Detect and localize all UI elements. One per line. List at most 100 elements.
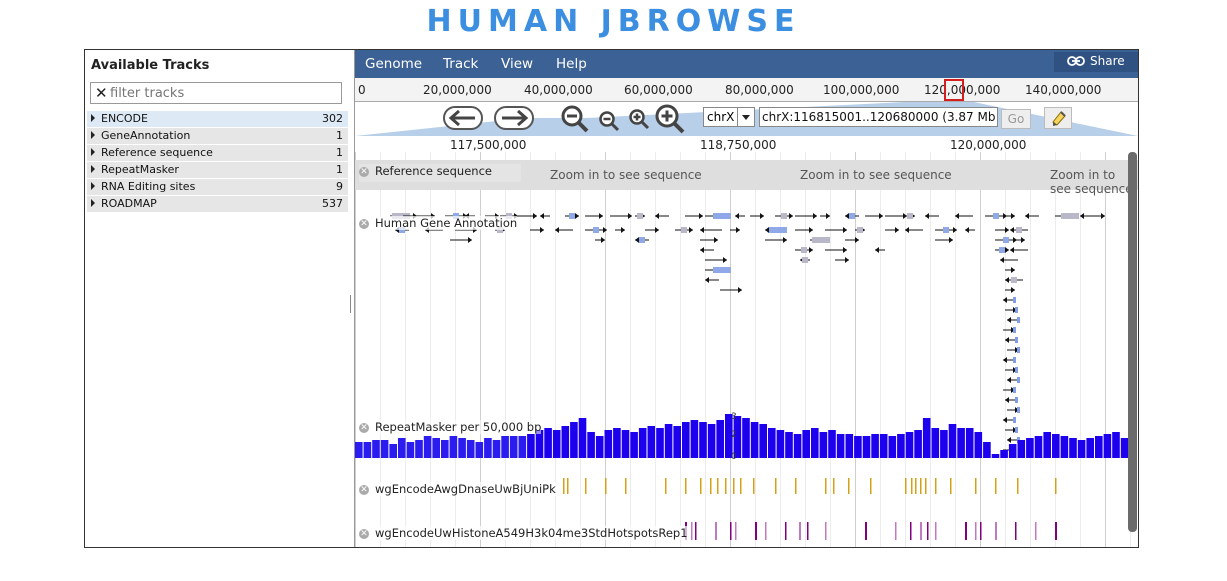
dnase-peak <box>733 478 735 494</box>
gene-exon <box>639 237 645 243</box>
histone-peak <box>865 522 867 540</box>
dnase-peak <box>563 478 565 494</box>
dnase-peak <box>710 478 712 494</box>
gene-arrow <box>705 277 709 283</box>
category-list: ENCODE 302 GeneAnnotation 1 Reference se… <box>87 111 348 213</box>
menu-track[interactable]: Track <box>443 56 479 72</box>
gene-arrow <box>555 227 559 233</box>
repeat-track-label[interactable]: ✕ RepeatMasker per 50,000 bp <box>359 420 542 434</box>
repeat-bar <box>587 432 595 458</box>
repeat-bar <box>965 428 974 458</box>
close-track-icon[interactable]: ✕ <box>359 485 369 495</box>
gene-exon <box>1015 337 1018 343</box>
gene-exon <box>999 247 1005 253</box>
dnase-peak <box>911 478 913 494</box>
repeat-bar <box>372 440 380 458</box>
repeat-bar <box>363 442 372 458</box>
zoom-in-large-icon[interactable] <box>654 103 686 135</box>
dnase-track-label[interactable]: ✕ wgEncodeAwgDnaseUwBjUniPk <box>359 482 556 496</box>
repeat-bar <box>690 420 699 458</box>
gene-exon <box>1013 357 1016 363</box>
close-track-icon[interactable]: ✕ <box>359 167 369 177</box>
close-track-icon[interactable]: ✕ <box>359 219 369 229</box>
category-reference-sequence[interactable]: Reference sequence 1 <box>87 145 348 161</box>
histone-peak <box>995 522 997 540</box>
filter-tracks-input[interactable] <box>110 84 338 102</box>
dnase-peak <box>925 478 927 494</box>
menu-view[interactable]: View <box>501 56 534 72</box>
page-title: HUMAN JBROWSE <box>426 4 801 39</box>
gene-arrow <box>843 227 847 233</box>
gene-arrow <box>1003 297 1007 303</box>
repeat-bar <box>742 418 750 458</box>
repeat-bar <box>905 432 914 458</box>
close-track-icon[interactable]: ✕ <box>359 529 369 539</box>
navigation-bar: chrX Go <box>355 102 1138 136</box>
repeat-bar <box>509 436 518 458</box>
reference-track-label[interactable]: ✕ Reference sequence <box>359 164 521 182</box>
pan-left-button[interactable] <box>443 106 483 130</box>
repeat-bar <box>544 428 552 458</box>
gene-arrow <box>1011 213 1015 219</box>
pane-splitter[interactable] <box>350 295 351 313</box>
repeatmasker-density-track <box>355 414 1137 458</box>
repeat-bar <box>501 436 509 458</box>
gene-exon <box>849 213 855 219</box>
share-button[interactable]: Share <box>1054 52 1138 72</box>
category-repeatmasker[interactable]: RepeatMasker 1 <box>87 162 348 178</box>
close-track-icon[interactable]: ✕ <box>359 423 369 433</box>
dnase-peak <box>775 478 777 494</box>
location-input[interactable] <box>759 107 998 127</box>
category-geneannotation[interactable]: GeneAnnotation 1 <box>87 128 348 144</box>
gene-arrow <box>1007 317 1011 323</box>
dnase-peak <box>717 478 719 494</box>
gene-arrow <box>700 247 704 253</box>
histone-track-label[interactable]: ✕ wgEncodeUwHistoneA549H3k04me3StdHotspot… <box>359 526 688 540</box>
dnase-peak <box>915 478 917 494</box>
go-button[interactable]: Go <box>1001 109 1031 129</box>
pan-right-button[interactable] <box>494 106 534 130</box>
repeat-bar <box>673 426 681 458</box>
zoom-out-small-icon[interactable] <box>598 110 620 132</box>
vertical-scrollbar[interactable] <box>1128 152 1137 532</box>
category-rna-editing-sites[interactable]: RNA Editing sites 9 <box>87 179 348 195</box>
clear-filter-icon[interactable]: ✕ <box>95 84 108 102</box>
overview-tick: 60,000,000 <box>624 83 693 97</box>
track-container[interactable]: Zoom in to see sequence Zoom in to see s… <box>355 152 1138 547</box>
gene-arrow <box>655 227 659 233</box>
gene-arrow <box>845 257 849 263</box>
overview-ruler[interactable]: 0 20,000,000 40,000,000 60,000,000 80,00… <box>355 78 1138 102</box>
overview-tick: 0 <box>358 83 366 97</box>
menu-help[interactable]: Help <box>556 56 587 72</box>
category-encode[interactable]: ENCODE 302 <box>87 111 348 127</box>
gene-exon <box>812 237 830 243</box>
gene-exon <box>1013 417 1016 423</box>
zoom-message: Zoom in to see sequence <box>550 168 702 182</box>
repeat-bar <box>836 434 845 458</box>
overview-tick: 20,000,000 <box>423 83 492 97</box>
category-roadmap[interactable]: ROADMAP 537 <box>87 196 348 212</box>
gene-track-label[interactable]: ✕ Human Gene Annotation <box>359 216 518 230</box>
gene-arrow <box>783 237 787 243</box>
zoom-in-small-icon[interactable] <box>628 108 650 130</box>
repeat-bar <box>441 440 449 458</box>
histone-peak <box>807 522 809 540</box>
histone-peak <box>730 522 732 540</box>
overview-location-box[interactable] <box>944 79 964 101</box>
repeat-bar <box>527 434 535 458</box>
histone-peak <box>965 522 967 540</box>
reference-sequence-select[interactable]: chrX <box>703 107 755 127</box>
repeat-bar <box>802 430 810 458</box>
gene-arrow <box>765 227 769 233</box>
highlight-button[interactable] <box>1044 107 1072 129</box>
menu-genome[interactable]: Genome <box>365 56 423 72</box>
repeat-bar <box>1034 436 1043 458</box>
histone-peak <box>1015 522 1017 540</box>
zoom-out-large-icon[interactable] <box>560 104 590 134</box>
repeat-bar <box>879 434 888 458</box>
overview-tick: 100,000,000 <box>823 83 900 97</box>
gene-arrow <box>875 247 879 253</box>
repeat-bar <box>1060 436 1069 458</box>
dnase-peak <box>665 478 667 494</box>
dnase-track <box>563 478 1057 494</box>
